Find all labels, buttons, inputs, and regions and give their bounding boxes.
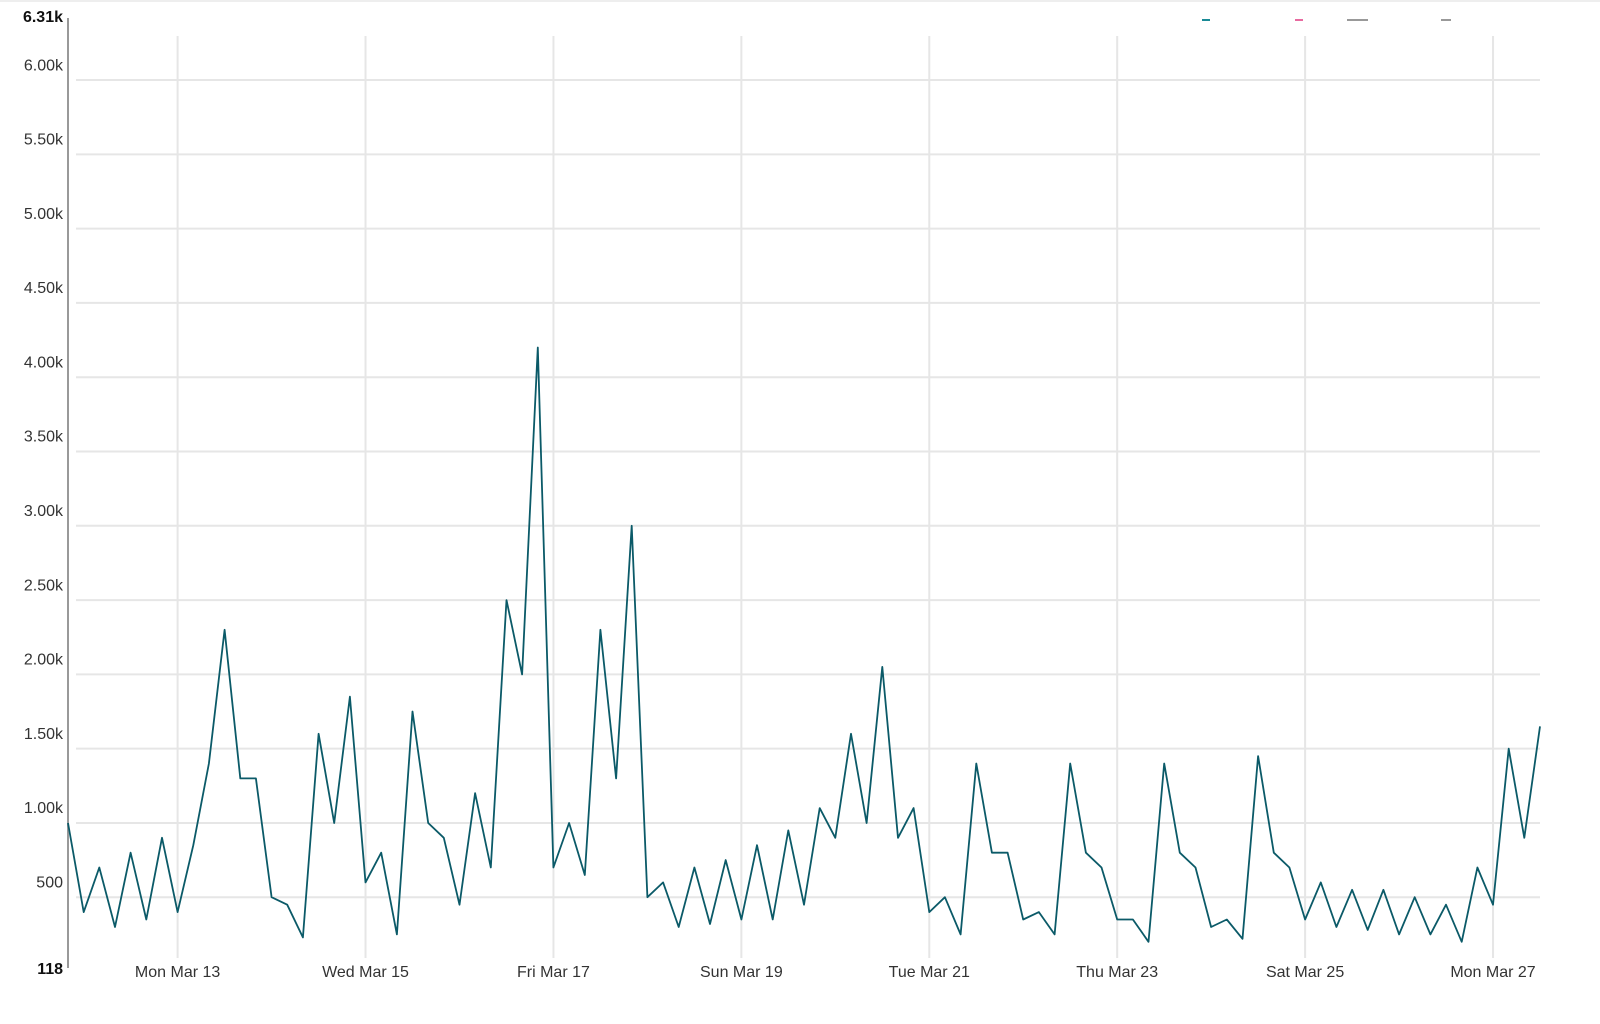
x-tick-label: Mon Mar 13	[135, 964, 220, 981]
x-tick-label: Tue Mar 21	[889, 964, 970, 981]
y-tick-label: 2.50k	[24, 577, 64, 594]
y-tick-label: 500	[36, 874, 63, 891]
y-tick-label: 1.50k	[24, 726, 64, 743]
x-tick-label: Fri Mar 17	[517, 964, 590, 981]
y-tick-label: 6.31k	[23, 9, 63, 26]
data-line	[67, 346, 1541, 943]
y-tick-label: 2.00k	[24, 652, 64, 669]
x-tick-label: Mon Mar 27	[1450, 964, 1535, 981]
x-tick-label: Sat Mar 25	[1266, 964, 1344, 981]
y-tick-label: 1.00k	[24, 800, 64, 817]
y-tick-label: 3.50k	[24, 429, 64, 446]
x-tick-label: Thu Mar 23	[1076, 964, 1158, 981]
y-tick-label: 118	[37, 961, 63, 978]
y-tick-label: 3.00k	[24, 503, 64, 520]
x-tick-label: Wed Mar 15	[322, 964, 409, 981]
y-tick-label: 4.00k	[24, 354, 64, 371]
x-tick-label: Sun Mar 19	[700, 964, 783, 981]
y-tick-label: 5.00k	[24, 206, 64, 223]
y-tick-label: 4.50k	[24, 280, 64, 297]
y-tick-label: 5.50k	[24, 132, 64, 149]
y-tick-label: 6.00k	[24, 57, 64, 74]
